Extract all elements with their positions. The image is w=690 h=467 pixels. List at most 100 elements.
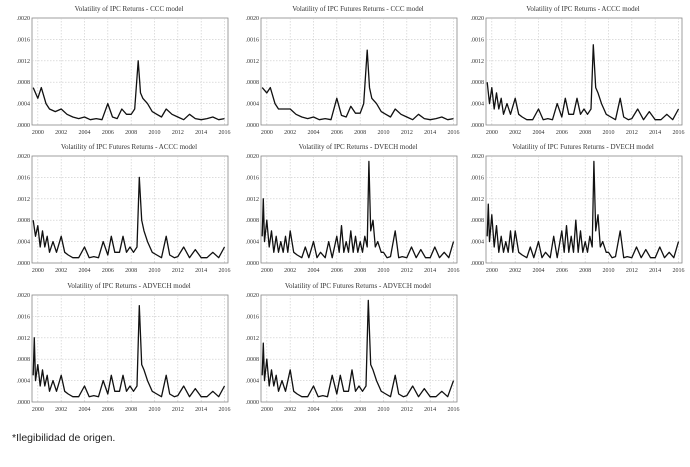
y-tick-label: .0004 [246,379,260,385]
plot-frame [485,155,683,264]
x-tick-label: 2006 [556,130,568,136]
y-tick-label: .0004 [246,240,260,246]
plot-frame [485,17,683,126]
x-tick-label: 2004 [533,268,545,274]
x-tick-label: 2008 [579,268,591,274]
x-tick-label: 2002 [55,407,67,413]
x-tick-label: 2016 [219,268,231,274]
y-tick-label: .0020 [17,154,31,160]
chart-title: Volatility of IPC Returns - CCC model [74,5,184,13]
y-tick-label: .0008 [246,80,260,86]
volatility-series-line [486,44,680,121]
y-tick-label: .0020 [17,293,31,299]
volatility-series-line [261,160,455,259]
plot-frame [31,155,229,264]
y-tick-label: .0012 [246,336,260,342]
x-tick-label: 2000 [261,130,273,136]
x-tick-label: 2012 [626,268,638,274]
y-tick-label: .0012 [17,59,31,65]
footnote: *Ilegibilidad de origen. [12,432,116,444]
x-tick-label: 2004 [79,130,91,136]
volatility-series-line [32,60,225,121]
y-tick-label: .0016 [246,314,260,320]
x-tick-label: 2016 [219,130,231,136]
chart-title: Volatility of IPC Returns - ADVECH model [67,282,191,290]
y-tick-label: .0016 [17,37,31,43]
y-tick-label: .0000 [471,261,485,267]
x-tick-label: 2008 [125,407,137,413]
y-tick-label: .0016 [471,175,485,181]
y-tick-label: .0012 [246,59,260,65]
x-tick-label: 2012 [626,130,638,136]
y-tick-label: .0012 [471,59,485,65]
x-tick-label: 2014 [424,268,436,274]
x-tick-label: 2008 [125,268,137,274]
x-tick-label: 2002 [284,407,296,413]
x-tick-label: 2008 [125,130,137,136]
y-tick-label: .0020 [246,154,260,160]
y-tick-label: .0004 [246,102,260,108]
y-tick-label: .0016 [17,175,31,181]
x-tick-label: 2010 [603,268,615,274]
x-tick-label: 2000 [486,130,498,136]
plot-frame [260,294,458,403]
y-tick-label: .0012 [471,197,485,203]
x-tick-label: 2012 [172,407,184,413]
y-tick-label: .0000 [17,400,31,406]
x-tick-label: 2000 [32,268,44,274]
y-tick-label: .0008 [471,80,485,86]
y-tick-label: .0004 [471,240,485,246]
x-tick-label: 2012 [172,130,184,136]
x-tick-label: 2012 [172,268,184,274]
y-tick-label: .0008 [17,357,31,363]
y-tick-label: .0000 [17,261,31,267]
x-tick-label: 2004 [79,268,91,274]
x-tick-label: 2014 [195,407,207,413]
chart-grid: Volatility of IPC Returns - CCC model .00… [4,5,686,413]
x-tick-label: 2014 [424,407,436,413]
volatility-series-line [486,160,680,259]
volatility-series-line [32,176,226,259]
y-tick-label: .0004 [17,240,31,246]
x-tick-label: 2006 [556,268,568,274]
y-tick-label: .0020 [246,293,260,299]
plot-frame [31,17,229,126]
x-tick-label: 2006 [331,130,343,136]
x-tick-label: 2006 [331,407,343,413]
x-tick-label: 2016 [219,407,231,413]
chart-panel-3: Volatility of IPC Returns - ACCC model .0… [458,5,686,145]
y-tick-label: .0000 [17,123,31,129]
x-tick-label: 2006 [102,407,114,413]
chart-panel-1: Volatility of IPC Returns - CCC model .00… [4,5,232,145]
y-tick-label: .0016 [471,37,485,43]
x-tick-label: 2006 [102,130,114,136]
y-tick-label: .0008 [17,218,31,224]
x-tick-label: 2000 [32,130,44,136]
y-tick-label: .0012 [17,197,31,203]
x-tick-label: 2002 [55,268,67,274]
chart-panel-5: Volatility of IPC Returns - DVECH model.… [233,143,461,283]
y-tick-label: .0000 [246,261,260,267]
x-tick-label: 2010 [378,407,390,413]
x-tick-label: 2016 [673,130,685,136]
x-tick-label: 2000 [32,407,44,413]
x-tick-label: 2010 [378,268,390,274]
x-tick-label: 2000 [261,268,273,274]
x-tick-label: 2016 [448,407,460,413]
plot-frame [31,294,229,403]
x-tick-label: 2008 [354,407,366,413]
volatility-series-line [32,305,226,398]
y-tick-label: .0016 [246,37,260,43]
x-tick-label: 2002 [55,130,67,136]
chart-title: Volatility of IPC Futures Returns - DVEC… [512,143,654,151]
x-tick-label: 2000 [486,268,498,274]
y-tick-label: .0020 [17,16,31,22]
chart-panel-4: Volatility of IPC Futures Returns - ACCC… [4,143,232,283]
y-tick-label: .0020 [471,154,485,160]
x-tick-label: 2010 [603,130,615,136]
y-tick-label: .0016 [17,314,31,320]
y-tick-label: .0020 [471,16,485,22]
